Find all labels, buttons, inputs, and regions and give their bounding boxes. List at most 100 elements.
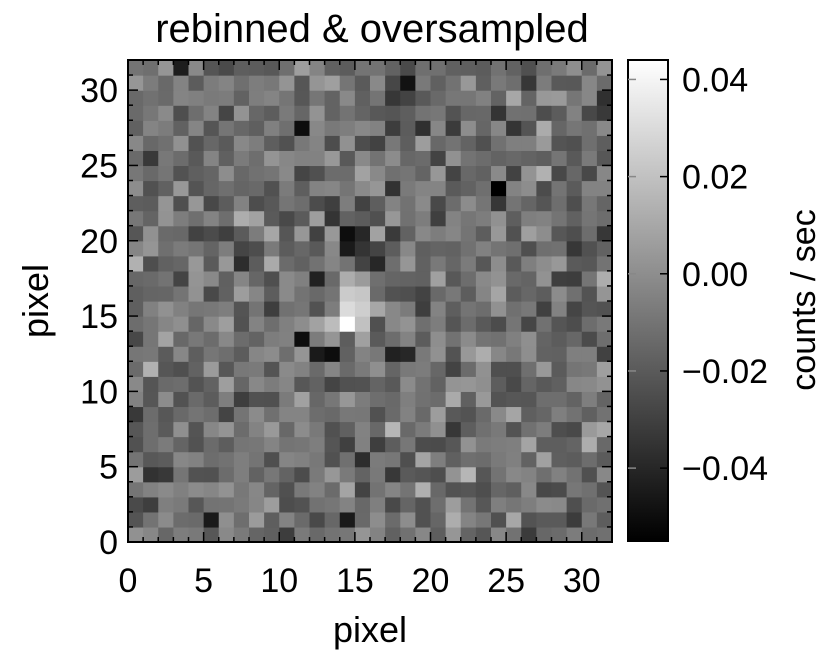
heatmap-cell xyxy=(430,481,447,498)
heatmap-cell xyxy=(506,255,522,272)
heatmap-cell xyxy=(218,301,235,317)
heatmap-cell xyxy=(339,105,356,121)
heatmap-cell xyxy=(551,240,568,257)
heatmap-cell xyxy=(581,316,598,332)
heatmap-cell xyxy=(279,331,295,347)
heatmap-cell xyxy=(460,526,477,543)
heatmap-cell xyxy=(188,60,205,76)
heatmap-cell xyxy=(475,496,492,513)
heatmap-cell xyxy=(324,466,341,483)
heatmap-cell xyxy=(264,105,280,121)
heatmap-cell xyxy=(506,406,522,423)
heatmap-cell xyxy=(521,466,537,483)
heatmap-cell xyxy=(128,301,144,317)
heatmap-cell xyxy=(264,75,280,91)
heatmap-cell xyxy=(354,361,371,377)
heatmap-cell xyxy=(491,120,507,136)
heatmap-cell xyxy=(491,105,507,121)
heatmap-cell xyxy=(294,60,311,76)
heatmap-cell xyxy=(400,135,416,151)
heatmap-cell xyxy=(460,496,477,513)
heatmap-cell xyxy=(521,270,537,287)
heatmap-cell xyxy=(233,451,250,468)
heatmap-cell xyxy=(158,511,174,528)
heatmap-cell xyxy=(158,165,174,182)
heatmap-cell xyxy=(233,165,250,182)
heatmap-cell xyxy=(445,316,462,332)
heatmap-cell xyxy=(324,451,341,468)
heatmap-cell xyxy=(143,135,159,151)
heatmap-cell xyxy=(339,301,356,317)
heatmap-cell xyxy=(279,165,295,182)
heatmap-cell xyxy=(158,270,174,287)
heatmap-cell xyxy=(128,421,144,438)
heatmap-cell xyxy=(400,451,416,468)
heatmap-cell xyxy=(385,421,401,438)
heatmap-cell xyxy=(385,135,401,151)
heatmap-cell xyxy=(264,391,280,408)
heatmap-cell xyxy=(430,195,447,212)
heatmap-cell xyxy=(521,120,537,136)
heatmap-cell xyxy=(324,195,341,212)
heatmap-cell xyxy=(188,481,205,498)
heatmap-cell xyxy=(445,346,462,362)
heatmap-cell xyxy=(203,120,220,136)
heatmap-cell xyxy=(324,105,341,121)
heatmap-cell xyxy=(354,331,371,347)
heatmap-cell xyxy=(294,255,311,272)
heatmap-cell xyxy=(203,451,220,468)
heatmap-cell xyxy=(339,421,356,438)
heatmap-cell xyxy=(430,316,447,332)
heatmap-cell xyxy=(491,331,507,347)
heatmap-cell xyxy=(536,165,553,182)
heatmap-cell xyxy=(203,331,220,347)
heatmap-cell xyxy=(536,195,553,212)
heatmap-cell xyxy=(158,180,174,197)
heatmap-cell xyxy=(188,466,205,483)
heatmap-cell xyxy=(566,301,583,317)
heatmap-cell xyxy=(581,346,598,362)
heatmap-cell xyxy=(536,150,553,167)
heatmap-cell xyxy=(581,90,598,106)
heatmap-cell xyxy=(143,180,159,197)
heatmap-cell xyxy=(309,346,326,362)
heatmap-cell xyxy=(309,150,326,167)
heatmap-cell xyxy=(294,451,311,468)
heatmap-cell xyxy=(128,451,144,468)
heatmap-cell xyxy=(551,466,568,483)
heatmap-cell xyxy=(506,165,522,182)
heatmap-cell xyxy=(218,496,235,513)
heatmap-cell xyxy=(249,496,265,513)
heatmap-cell xyxy=(264,255,280,272)
heatmap-cell xyxy=(309,120,326,136)
heatmap-cell xyxy=(173,150,190,167)
heatmap-cell xyxy=(339,255,356,272)
heatmap-cell xyxy=(536,210,553,227)
heatmap-cell xyxy=(460,391,477,408)
heatmap-cell xyxy=(400,511,416,528)
heatmap-cell xyxy=(339,210,356,227)
heatmap-cell xyxy=(264,316,280,332)
heatmap-cell xyxy=(279,481,295,498)
heatmap-cell xyxy=(354,316,371,332)
heatmap-cell xyxy=(218,285,235,302)
heatmap-cell xyxy=(370,361,386,377)
heatmap-cell xyxy=(445,270,462,287)
heatmap-cell xyxy=(339,150,356,167)
heatmap-cell xyxy=(128,466,144,483)
heatmap-cell xyxy=(264,466,280,483)
heatmap-cell xyxy=(596,526,613,543)
heatmap-cell xyxy=(445,285,462,302)
heatmap-cell xyxy=(218,376,235,392)
heatmap-cell xyxy=(279,496,295,513)
heatmap-cell xyxy=(445,135,462,151)
heatmap-cell xyxy=(491,180,507,197)
heatmap-cell xyxy=(370,331,386,347)
heatmap-cell xyxy=(400,90,416,106)
heatmap-cell xyxy=(551,511,568,528)
heatmap-cell xyxy=(506,60,522,76)
heatmap-cell xyxy=(354,285,371,302)
heatmap-cell xyxy=(491,466,507,483)
heatmap-cell xyxy=(158,526,174,543)
heatmap-cell xyxy=(188,376,205,392)
